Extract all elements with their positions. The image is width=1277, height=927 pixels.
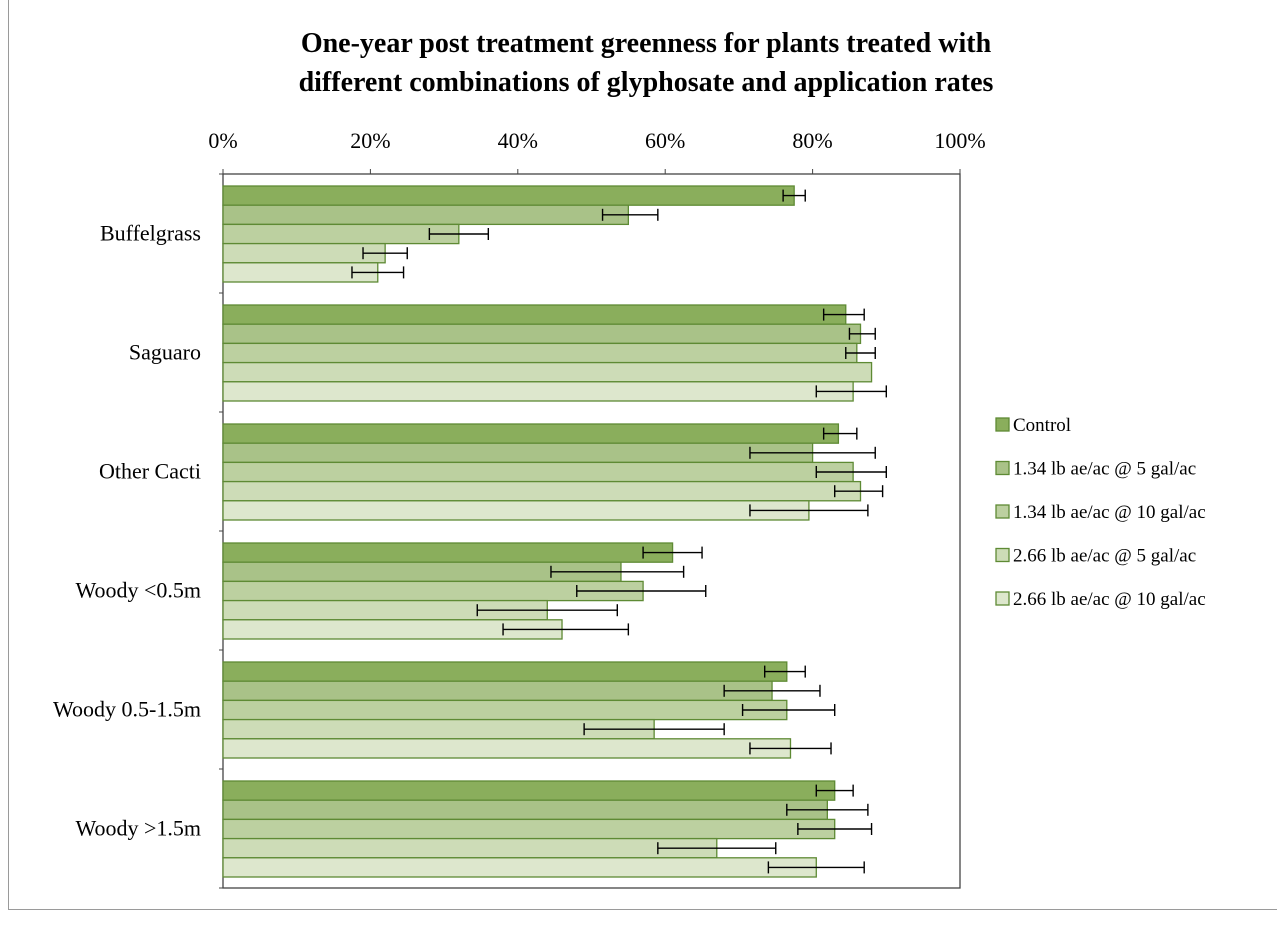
bar [222,661,788,682]
legend-swatch [995,417,1010,432]
y-category-label: Saguaro [129,340,201,365]
bar [222,837,718,859]
bar [222,204,630,226]
y-category-label: Other Cacti [99,459,201,484]
bar [222,461,854,483]
bar [222,223,460,245]
legend-swatch [995,591,1010,606]
x-tick-label: 100% [934,128,985,153]
x-tick-label: 60% [645,128,685,153]
frame-bottom-border [8,909,1277,910]
bar [222,818,836,840]
legend-swatch [995,547,1010,563]
chart-title-line-1: One-year post treatment greenness for pl… [301,28,992,59]
bar [222,480,862,502]
y-category-label: Woody 0.5-1.5m [53,697,201,722]
bar [222,500,810,521]
bar [222,304,847,325]
bar [222,185,795,206]
bar [222,242,386,264]
bar [222,323,862,345]
bar [222,699,788,721]
x-tick-label: 80% [792,128,832,153]
plot-area: 0% 20% 40% 60% 80% 100% Buffelgrass Saguaro Othe… [53,128,986,889]
bar [222,780,836,801]
frame-left-border [8,0,9,910]
legend-swatch [995,460,1010,476]
bar [222,738,792,759]
y-category-label: Woody >1.5m [75,816,201,841]
x-tick-label: 0% [208,128,237,153]
legend-label: 1.34 lb ae/ac @ 5 gal/ac [1013,459,1196,480]
bar [222,857,817,878]
chart-title-line-2: different combinations of glyphosate and… [299,67,994,98]
bar [222,381,854,402]
legend-label: 1.34 lb ae/ac @ 10 gal/ac [1013,502,1206,523]
bar [222,680,773,702]
legend-swatch [995,504,1010,519]
bar [222,423,840,444]
legend-label: 2.66 lb ae/ac @ 5 gal/ac [1013,546,1196,567]
legend: Control 1.34 lb ae/ac @ 5 gal/ac 1.34 lb a… [995,415,1206,610]
y-category-label: Buffelgrass [100,221,201,246]
bar [222,442,814,464]
legend-label: 2.66 lb ae/ac @ 10 gal/ac [1013,589,1206,610]
x-tick-label: 40% [498,128,538,153]
bar [222,799,828,821]
legend-label: Control [1013,415,1071,436]
bar [222,361,873,383]
bar [222,342,858,364]
y-category-label: Woody <0.5m [75,578,201,603]
bar [222,542,674,563]
x-tick-label: 20% [350,128,390,153]
